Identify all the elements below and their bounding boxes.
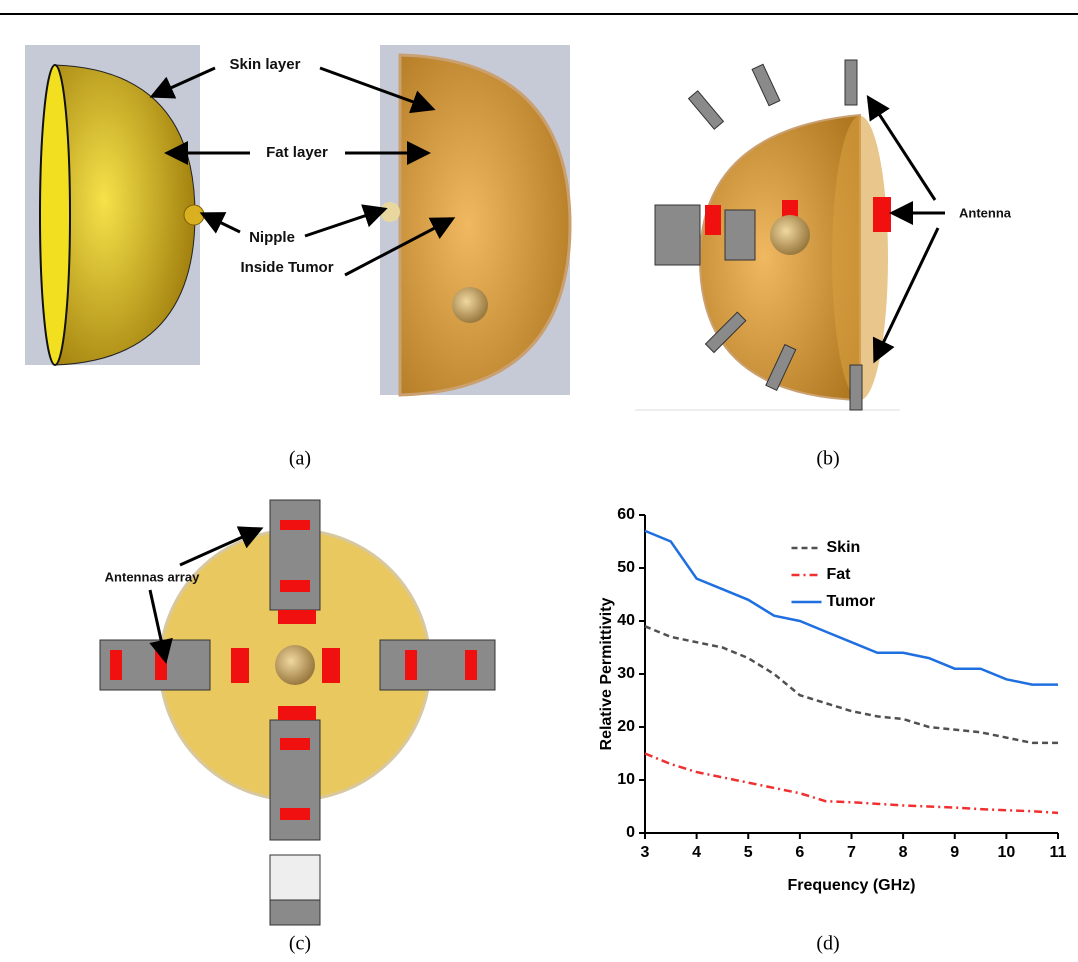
y-tick-label: 50 [617, 559, 635, 576]
annotation: Fat layer [266, 144, 328, 161]
x-tick-label: 8 [899, 844, 908, 861]
y-tick-label: 0 [626, 824, 635, 841]
x-tick-label: 11 [1050, 844, 1067, 861]
x-tick-label: 6 [795, 844, 804, 861]
x-tick-label: 9 [950, 844, 959, 861]
page: Skin layer Fat layer Nipple Inside Tumor… [0, 0, 1078, 962]
x-tick-label: 10 [997, 844, 1015, 861]
annotation: Skin layer [230, 56, 301, 73]
y-tick-label: 60 [617, 506, 635, 523]
panel-b-illustration [635, 60, 945, 410]
x-tick-label: 5 [744, 844, 753, 861]
series-line [645, 626, 1058, 743]
series-line [645, 754, 1058, 813]
legend-label: Fat [827, 566, 852, 583]
legend-label: Skin [827, 539, 861, 556]
x-axis-label: Frequency (GHz) [787, 877, 915, 894]
y-tick-label: 40 [617, 612, 635, 629]
y-axis-label: Relative Permittivity [598, 597, 615, 750]
annotation: Nipple [249, 229, 295, 246]
annotation: Antenna [959, 205, 1012, 220]
chart: 0 10 20 30 40 50 60 3 4 5 6 7 8 9 10 11 Frequency (GHz) R… [598, 506, 1066, 894]
annotation: Antennas array [105, 569, 200, 584]
y-tick-label: 20 [617, 718, 635, 735]
x-tick-label: 4 [692, 844, 701, 861]
legend-label: Tumor [827, 593, 876, 610]
y-tick-label: 10 [617, 771, 635, 788]
figure: Skin layer Fat layer Nipple Inside Tumor… [0, 0, 1078, 962]
panel-c-illustration [100, 500, 495, 925]
panel-label: (c) [289, 933, 311, 955]
annotation: Inside Tumor [240, 259, 333, 276]
x-tick-label: 7 [847, 844, 856, 861]
panel-a-illustration [25, 45, 570, 395]
panel-label: (a) [289, 448, 311, 470]
y-tick-label: 30 [617, 665, 635, 682]
panel-label: (b) [816, 448, 839, 470]
x-tick-label: 3 [641, 844, 650, 861]
panel-label: (d) [816, 933, 839, 955]
